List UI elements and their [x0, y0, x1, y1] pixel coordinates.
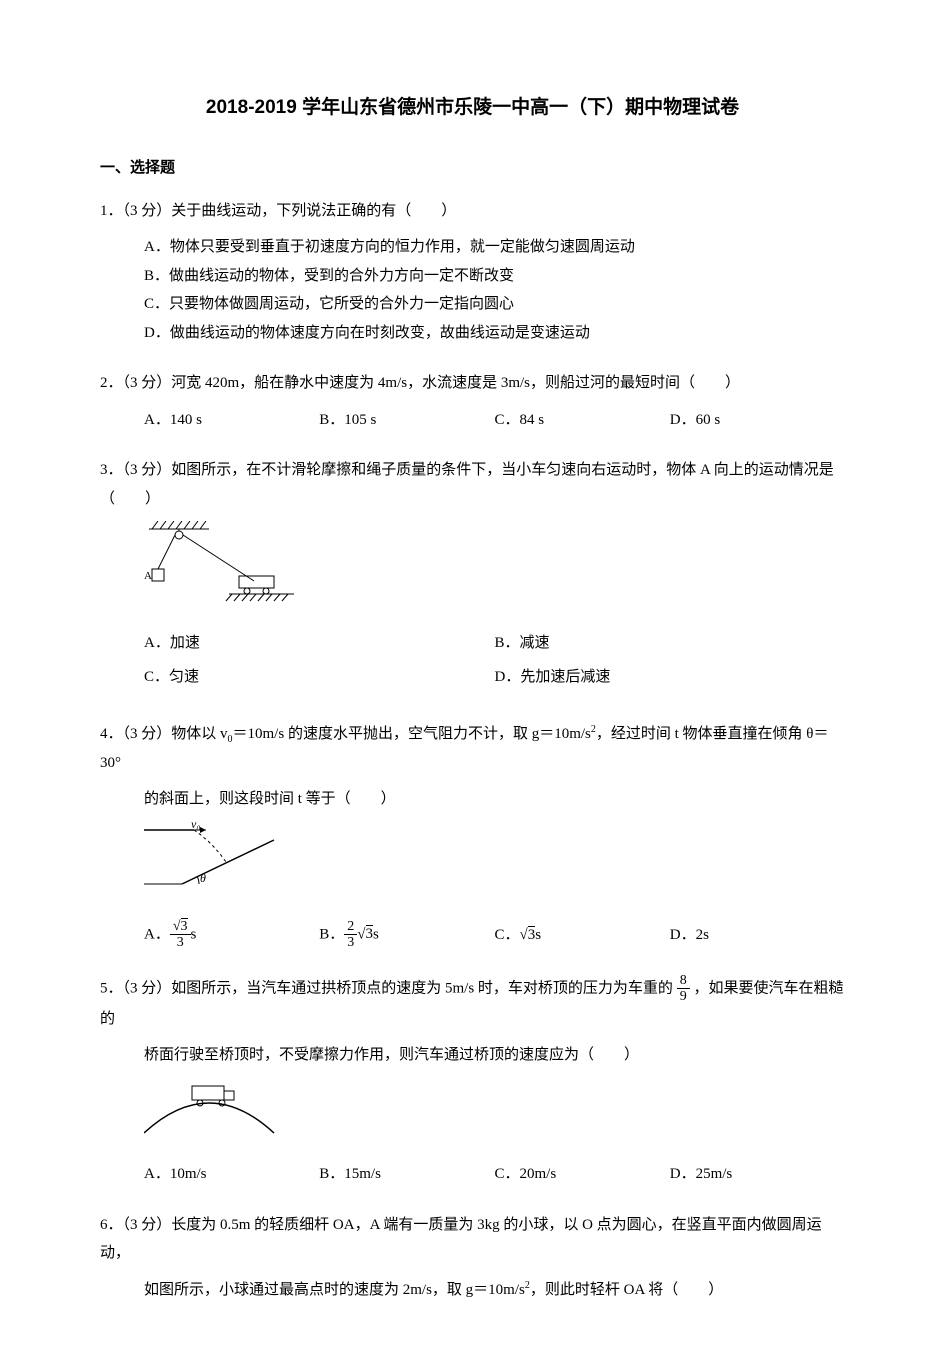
q6-stem: 6．（3 分）长度为 0.5m 的轻质细杆 OA，A 端有一质量为 3kg 的小…	[100, 1211, 845, 1268]
q4c-prefix: C．	[495, 927, 520, 943]
q5-option-c: C．20m/s	[495, 1160, 670, 1189]
q4-option-c: C．√3s	[495, 921, 670, 950]
question-3: 3．（3 分）如图所示，在不计滑轮摩擦和绳子质量的条件下，当小车匀速向右运动时，…	[100, 456, 845, 698]
q2-option-d: D．60 s	[670, 406, 845, 435]
q4-stem: 4．（3 分）物体以 v0＝10m/s 的速度水平抛出，空气阻力不计，取 g＝1…	[100, 720, 845, 778]
q5-stem2: 桥面行驶至桥顶时，不受摩擦力作用，则汽车通过桥顶的速度应为（ ）	[100, 1041, 845, 1070]
q2-stem: 2．（3 分）河宽 420m，船在静水中速度为 4m/s，水流速度是 3m/s，…	[100, 369, 845, 398]
q4-option-a: A．√33s	[144, 919, 319, 951]
q4-diagram: v₀ θ	[100, 822, 845, 908]
question-6: 6．（3 分）长度为 0.5m 的轻质细杆 OA，A 端有一质量为 3kg 的小…	[100, 1211, 845, 1305]
q4-option-d: D．2s	[670, 921, 845, 950]
question-2: 2．（3 分）河宽 420m，船在静水中速度为 4m/s，水流速度是 3m/s，…	[100, 369, 845, 434]
q2-option-a: A．140 s	[144, 406, 319, 435]
question-1: 1．（3 分）关于曲线运动，下列说法正确的有（ ） A．物体只要受到垂直于初速度…	[100, 197, 845, 348]
q3-diagram: A	[100, 521, 845, 617]
q6-stem2-a: 如图所示，小球通过最高点时的速度为 2m/s，取 g＝10m/s	[144, 1282, 525, 1298]
q1-option-b: B．做曲线运动的物体，受到的合外力方向一定不断改变	[144, 262, 845, 291]
section-heading: 一、选择题	[100, 154, 845, 183]
q5-stem-a: 5．（3 分）如图所示，当汽车通过拱桥顶点的速度为 5m/s 时，车对桥顶的压力…	[100, 980, 677, 996]
theta-label: θ	[200, 871, 206, 885]
q1-option-c: C．只要物体做圆周运动，它所受的合外力一定指向圆心	[144, 290, 845, 319]
block-a-label: A	[144, 570, 152, 582]
exam-title: 2018-2019 学年山东省德州市乐陵一中高一（下）期中物理试卷	[100, 90, 845, 126]
q4b-prefix: B．	[319, 926, 344, 942]
q5-diagram	[100, 1078, 845, 1149]
q1-option-d: D．做曲线运动的物体速度方向在时刻改变，故曲线运动是变速运动	[144, 319, 845, 348]
q5-option-d: D．25m/s	[670, 1160, 845, 1189]
q4b-suffix: s	[373, 926, 379, 942]
pulley-cart-diagram: A	[144, 521, 304, 606]
q2-option-c: C．84 s	[495, 406, 670, 435]
question-4: 4．（3 分）物体以 v0＝10m/s 的速度水平抛出，空气阻力不计，取 g＝1…	[100, 720, 845, 951]
q5-option-b: B．15m/s	[319, 1160, 494, 1189]
q4a-suffix: s	[191, 926, 197, 942]
q3-option-c: C．匀速	[144, 663, 495, 692]
q4a-prefix: A．	[144, 926, 170, 942]
q5-stem: 5．（3 分）如图所示，当汽车通过拱桥顶点的速度为 5m/s 时，车对桥顶的压力…	[100, 973, 845, 1033]
q1-stem: 1．（3 分）关于曲线运动，下列说法正确的有（ ）	[100, 197, 845, 226]
arch-bridge-diagram	[144, 1078, 284, 1138]
q3-stem: 3．（3 分）如图所示，在不计滑轮摩擦和绳子质量的条件下，当小车匀速向右运动时，…	[100, 456, 845, 513]
q3-option-b: B．减速	[495, 629, 846, 658]
q4-option-b: B．23√3s	[319, 919, 494, 951]
q4c-suffix: s	[535, 927, 541, 943]
q3-option-d: D．先加速后减速	[495, 663, 846, 692]
q1-option-a: A．物体只要受到垂直于初速度方向的恒力作用，就一定能做匀速圆周运动	[144, 233, 845, 262]
q4-stem-b: ＝10m/s 的速度水平抛出，空气阻力不计，取 g＝10m/s	[233, 726, 591, 742]
q5-option-a: A．10m/s	[144, 1160, 319, 1189]
q5-frac-den: 9	[677, 989, 690, 1004]
q4-stem-a: 4．（3 分）物体以 v	[100, 726, 228, 742]
q4-stem2: 的斜面上，则这段时间 t 等于（ ）	[100, 785, 845, 814]
projectile-incline-diagram: v₀ θ	[144, 822, 284, 897]
q3-option-a: A．加速	[144, 629, 495, 658]
q6-stem2: 如图所示，小球通过最高点时的速度为 2m/s，取 g＝10m/s2，则此时轻杆 …	[100, 1276, 845, 1305]
question-5: 5．（3 分）如图所示，当汽车通过拱桥顶点的速度为 5m/s 时，车对桥顶的压力…	[100, 973, 845, 1189]
q2-option-b: B．105 s	[319, 406, 494, 435]
q5-frac-num: 8	[677, 973, 690, 989]
q6-stem2-b: ，则此时轻杆 OA 将（ ）	[530, 1282, 723, 1298]
